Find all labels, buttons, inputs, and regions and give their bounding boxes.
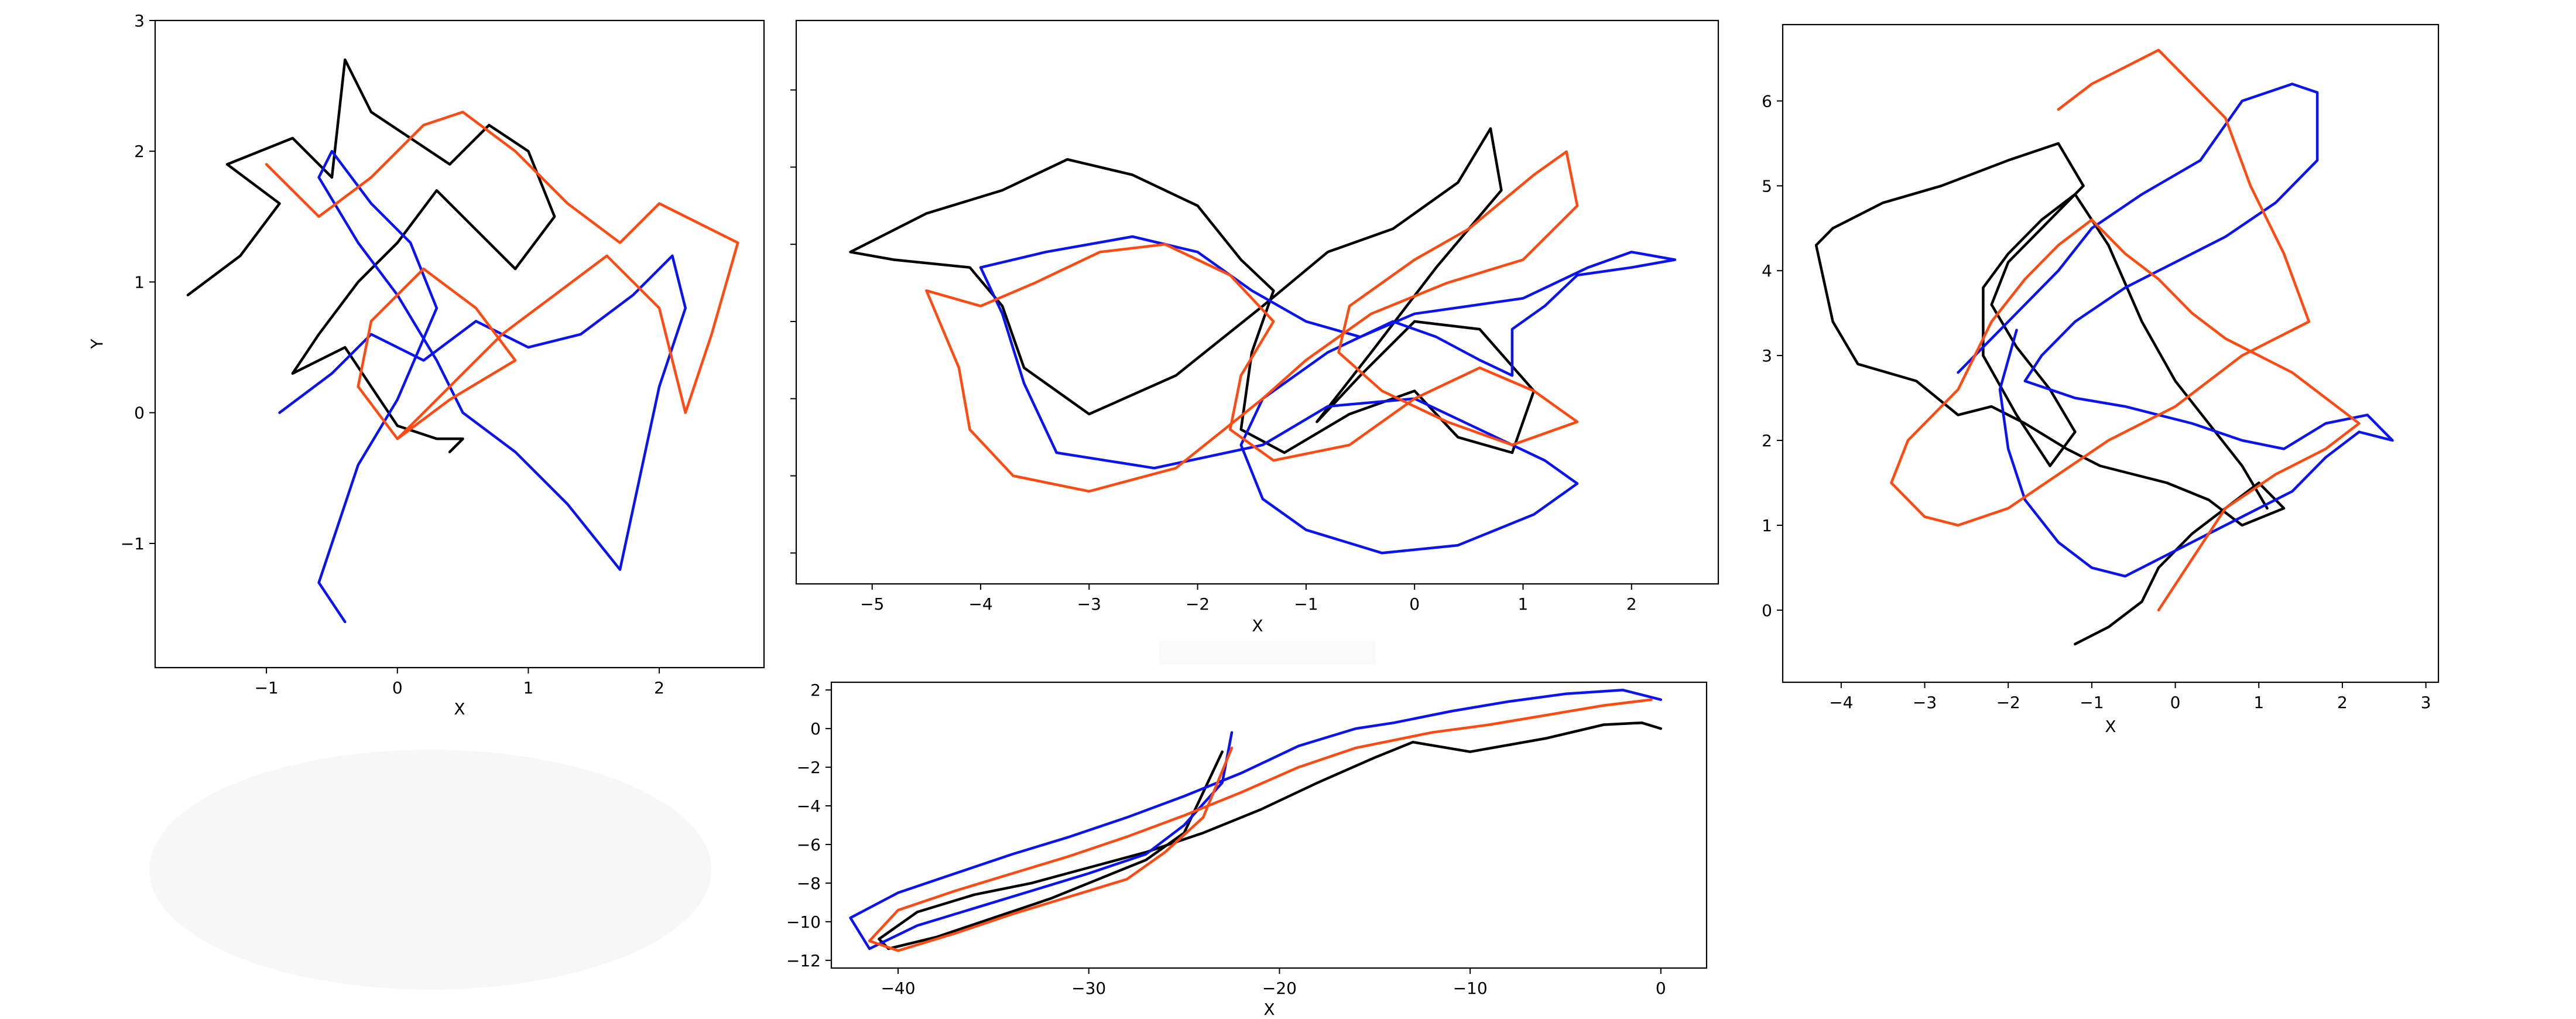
x-tick-label-top-right: −4 [1829, 693, 1853, 712]
x-tick-label-bottom-center: −40 [881, 979, 915, 998]
x-tick-label-bottom-center: −20 [1262, 979, 1297, 998]
y-tick-label-top-left: −1 [121, 534, 145, 553]
x-tick-label-bottom-center: −30 [1071, 979, 1106, 998]
y-tick-label-top-right: 5 [1762, 176, 1772, 196]
y-axis-label-top-left: Y [87, 338, 107, 350]
trajectory-series-2-top-right [1957, 83, 2394, 578]
plot-frame-bottom-center [830, 681, 1708, 969]
trajectory-series-1-top-left [186, 58, 556, 453]
trajectory-series-1-top-center [849, 127, 1536, 454]
y-tick-label-bottom-center: −4 [797, 796, 821, 816]
trajectory-series-1-bottom-center [878, 721, 1663, 950]
x-tick-label-bottom-center: 0 [1656, 979, 1666, 998]
plot-frame-top-right [1782, 23, 2440, 683]
x-axis-label-top-right: X [2105, 717, 2116, 736]
plot-panel-bottom-center: −40 −30 −20 −10 0 2 0 −2 −4 −6 −8 −10 −12 X [786, 681, 1708, 1019]
trajectory-series-3-bottom-center [868, 698, 1653, 952]
y-tick-label-top-left: 2 [134, 142, 145, 161]
y-tick-label-bottom-center: 0 [810, 719, 821, 738]
y-tick-label-top-right: 0 [1762, 601, 1772, 620]
x-tick-label-top-center: −1 [1294, 594, 1318, 614]
x-tick-label-top-left: 1 [523, 678, 534, 697]
x-tick-label-top-center: −4 [968, 594, 992, 614]
y-tick-label-bottom-center: 2 [810, 681, 821, 700]
x-tick-label-top-left: −1 [254, 678, 278, 697]
series-layer-bottom-center [849, 688, 1663, 952]
series-layer-top-left [186, 58, 739, 624]
y-tick-label-top-right: 4 [1762, 261, 1772, 281]
trajectory-series-3-top-left [265, 111, 739, 440]
y-tick-label-top-left: 3 [134, 11, 145, 30]
series-layer-top-center [849, 127, 1677, 555]
x-tick-label-top-center: 2 [1626, 594, 1637, 614]
trajectory-series-3-top-right [1890, 49, 2361, 612]
x-axis-label-top-center: X [1252, 616, 1263, 635]
x-tick-label-top-right: −2 [1996, 693, 2020, 712]
x-tick-label-top-right: 2 [2337, 693, 2348, 712]
x-tick-label-top-right: 0 [2170, 693, 2181, 712]
plot-panel-top-center: −5 −4 −3 −2 −1 0 1 2 X [790, 19, 1719, 635]
plot-frame-top-center [795, 19, 1719, 585]
trajectory-series-2-bottom-center [849, 688, 1663, 950]
x-tick-label-top-center: −3 [1077, 594, 1101, 614]
x-tick-label-top-right: 3 [2421, 693, 2431, 712]
x-tick-label-top-left: 2 [654, 678, 664, 697]
y-tick-label-top-left: 0 [134, 404, 145, 423]
y-tick-label-bottom-center: −12 [786, 951, 821, 970]
x-tick-label-top-center: −2 [1186, 594, 1210, 614]
trajectory-series-3-top-center [925, 150, 1579, 493]
x-tick-label-top-right: −3 [1913, 693, 1937, 712]
y-tick-label-top-right: 3 [1762, 346, 1772, 365]
y-tick-label-bottom-center: −10 [786, 912, 821, 932]
faint-band-decoration [1159, 641, 1376, 665]
plot-panel-top-left: −1 0 1 2 −1 0 1 2 3 X Y [87, 11, 765, 719]
x-axis-label-top-left: X [454, 699, 465, 719]
y-tick-label-top-left: 1 [134, 272, 145, 292]
y-tick-label-bottom-center: −8 [797, 874, 821, 893]
x-axis-label-bottom-center: X [1263, 1000, 1275, 1019]
plot-panel-top-right: −4 −3 −2 −1 0 1 2 3 0 1 2 3 4 5 6 X [1762, 23, 2440, 736]
y-tick-label-bottom-center: −2 [797, 758, 821, 777]
tick-layer-top-right: −4 −3 −2 −1 0 1 2 3 0 1 2 3 4 5 6 [1762, 91, 2431, 712]
x-tick-label-bottom-center: −10 [1453, 979, 1488, 998]
x-tick-label-top-right: 1 [2253, 693, 2264, 712]
x-tick-label-top-left: 0 [392, 678, 403, 697]
faint-shadow-decoration [149, 750, 711, 990]
y-tick-label-bottom-center: −6 [797, 835, 821, 854]
x-tick-label-top-right: −1 [2080, 693, 2104, 712]
tick-layer-bottom-center: −40 −30 −20 −10 0 2 0 −2 −4 −6 −8 −10 −12 [786, 681, 1666, 998]
series-layer-top-right [1814, 49, 2394, 646]
y-tick-label-top-right: 6 [1762, 91, 1772, 111]
tick-layer-top-center: −5 −4 −3 −2 −1 0 1 2 [790, 89, 1637, 614]
trajectory-series-2-top-center [979, 235, 1677, 555]
x-tick-label-top-center: 1 [1518, 594, 1529, 614]
plot-frame-top-left [154, 19, 765, 669]
tick-layer-top-left: −1 0 1 2 −1 0 1 2 3 [121, 11, 664, 697]
trajectory-series-1-top-right [1814, 142, 2286, 646]
y-tick-label-top-right: 1 [1762, 516, 1772, 535]
x-tick-label-top-center: −5 [860, 594, 884, 614]
y-tick-label-top-right: 2 [1762, 431, 1772, 450]
x-tick-label-top-center: 0 [1409, 594, 1420, 614]
